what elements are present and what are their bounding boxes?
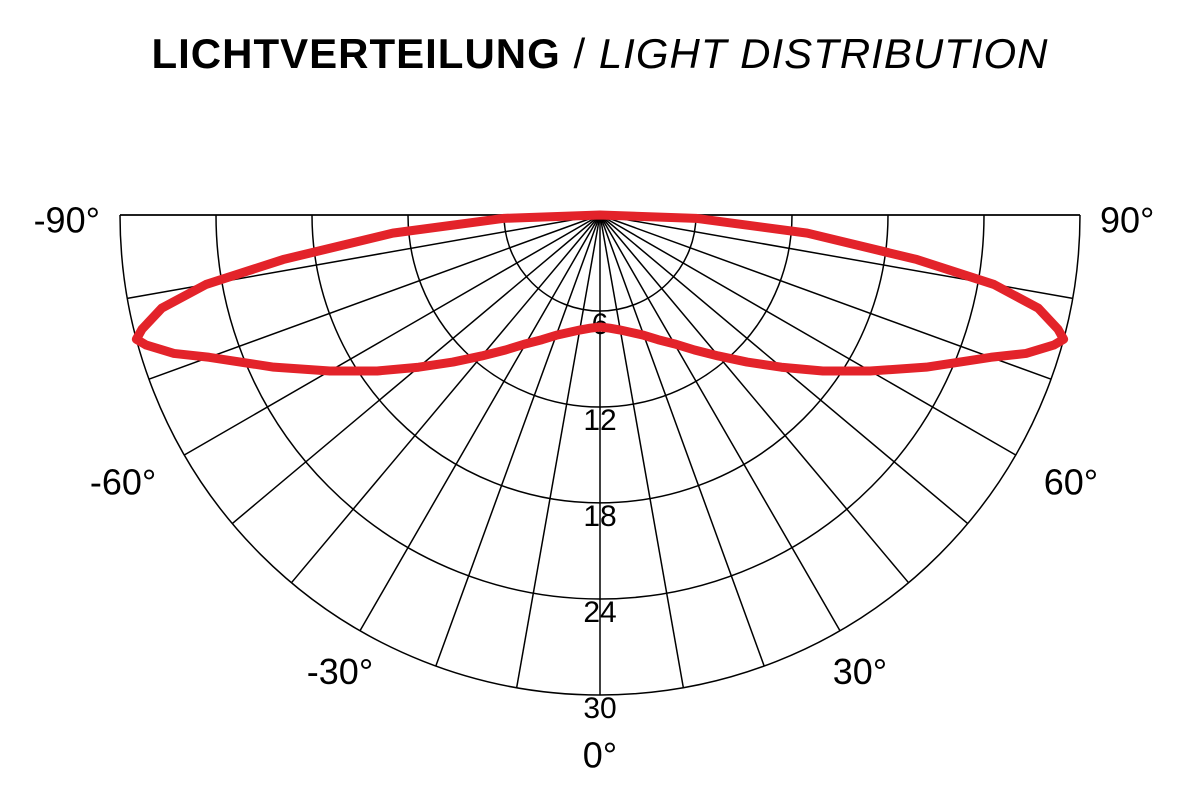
angle-label: -90° bbox=[34, 200, 100, 241]
polar-chart: 612182430-90°-60°-30°0°30°60°90° bbox=[0, 0, 1200, 800]
angle-label: 90° bbox=[1100, 200, 1154, 241]
angle-label: -30° bbox=[307, 651, 373, 692]
angle-label: -60° bbox=[90, 462, 156, 503]
angle-label: 30° bbox=[833, 651, 887, 692]
angle-label: 60° bbox=[1044, 462, 1098, 503]
angle-line bbox=[291, 215, 600, 583]
ring-label: 18 bbox=[583, 500, 616, 533]
ring-label: 12 bbox=[583, 404, 616, 437]
ring-label: 30 bbox=[583, 692, 616, 725]
angle-line bbox=[600, 215, 909, 583]
ring-label: 24 bbox=[583, 596, 616, 629]
angle-label: 0° bbox=[583, 734, 617, 775]
